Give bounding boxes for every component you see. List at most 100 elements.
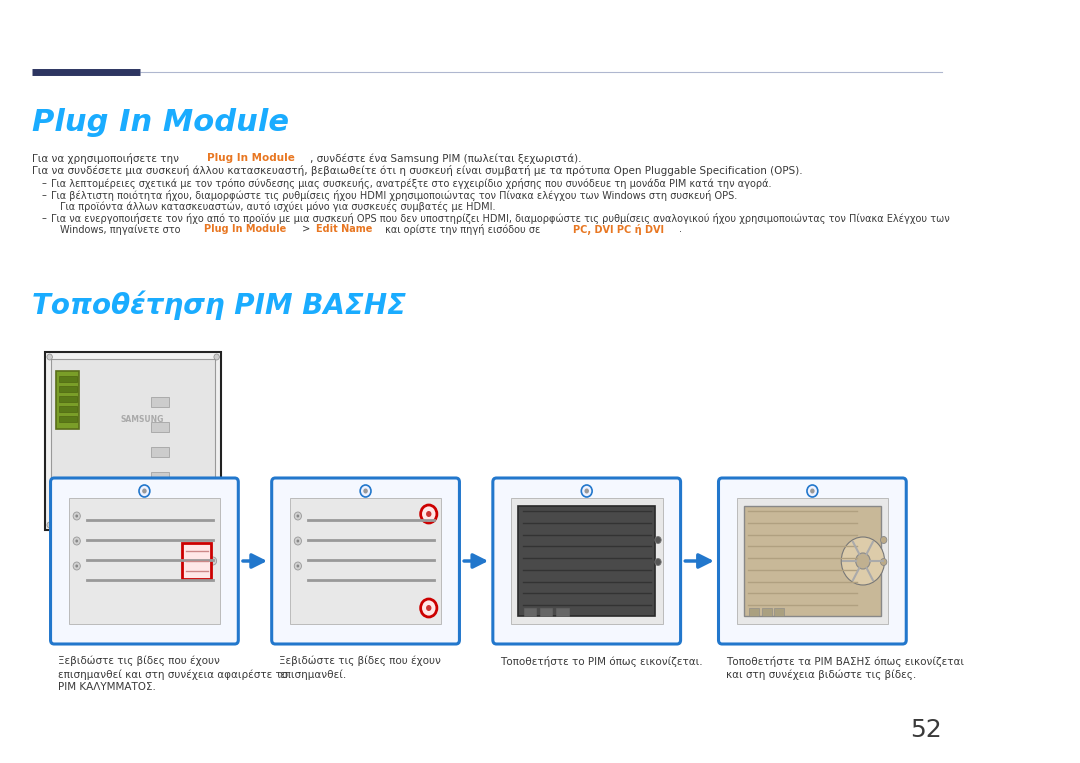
Circle shape (420, 599, 437, 617)
Circle shape (841, 537, 885, 585)
Bar (102, 518, 111, 524)
Text: SAMSUNG: SAMSUNG (120, 415, 164, 424)
Circle shape (581, 485, 592, 497)
Bar (774, 608, 784, 616)
Circle shape (654, 559, 661, 565)
Bar (73, 518, 82, 524)
Circle shape (420, 505, 437, 523)
Text: Edit Name: Edit Name (316, 224, 373, 234)
Text: Τοποθετήστε τα PIM ΒΑΣΗΣ όπως εικονίζεται: Τοποθετήστε τα PIM ΒΑΣΗΣ όπως εικονίζετα… (726, 656, 963, 667)
Bar (540, 608, 552, 616)
Bar (183, 543, 212, 579)
Bar (151, 472, 168, 481)
Text: Για βέλτιστη ποιότητα ήχου, διαμορφώστε τις ρυθμίσεις ήχου HDMI χρησιμοποιώντας : Για βέλτιστη ποιότητα ήχου, διαμορφώστε … (51, 190, 737, 201)
Text: Plug In Module: Plug In Module (203, 224, 286, 234)
Bar (45, 352, 221, 530)
Bar (163, 530, 174, 538)
Text: >: > (299, 224, 313, 234)
FancyBboxPatch shape (272, 478, 459, 644)
Text: Windows, πηγαίνετε στο: Windows, πηγαίνετε στο (59, 224, 184, 234)
Text: και ορίστε την πηγή εισόδου σε: και ορίστε την πηγή εισόδου σε (381, 224, 546, 235)
Circle shape (360, 485, 372, 497)
Circle shape (294, 512, 301, 520)
Circle shape (73, 512, 80, 520)
Circle shape (807, 485, 818, 497)
Bar (737, 498, 888, 624)
Circle shape (880, 536, 887, 543)
Bar (151, 446, 168, 457)
Text: 52: 52 (910, 718, 943, 742)
Circle shape (76, 565, 78, 568)
Circle shape (294, 562, 301, 570)
Circle shape (93, 538, 104, 550)
Text: Για λεπτομέρειες σχετικά με τον τρόπο σύνδεσης μιας συσκευής, ανατρέξτε στο εγχε: Για λεπτομέρειες σχετικά με τον τρόπο σύ… (51, 178, 771, 189)
Text: και στη συνέχεια βιδώστε τις βίδες.: και στη συνέχεια βιδώστε τις βίδες. (726, 669, 916, 680)
Bar (58, 518, 68, 524)
Text: PC, DVI PC ή DVI: PC, DVI PC ή DVI (573, 224, 664, 235)
Bar (518, 506, 656, 616)
Bar (56, 371, 80, 429)
Text: –: – (41, 190, 46, 200)
Bar (83, 488, 164, 518)
Text: Για να συνδέσετε μια συσκευή άλλου κατασκευαστή, βεβαιωθείτε ότι η συσκευή είναι: Για να συνδέσετε μια συσκευή άλλου κατασ… (32, 165, 804, 176)
Circle shape (46, 354, 52, 360)
Circle shape (297, 514, 299, 517)
Bar (58, 376, 77, 382)
Bar (744, 506, 881, 616)
Circle shape (426, 511, 432, 517)
Text: –: – (41, 213, 46, 223)
Circle shape (880, 559, 887, 565)
Circle shape (163, 538, 174, 550)
Bar (117, 518, 125, 524)
Circle shape (214, 354, 219, 360)
Text: .: . (679, 224, 683, 234)
Text: Για προϊόντα άλλων κατασκευαστών, αυτό ισχύει μόνο για συσκευές συμβατές με HDMI: Για προϊόντα άλλων κατασκευαστών, αυτό ι… (59, 201, 495, 211)
Bar (289, 498, 442, 624)
FancyBboxPatch shape (492, 478, 680, 644)
Circle shape (73, 537, 80, 545)
Circle shape (73, 562, 80, 570)
Text: –: – (41, 178, 46, 188)
Circle shape (76, 539, 78, 542)
Circle shape (297, 539, 299, 542)
Bar (750, 608, 759, 616)
Bar (761, 608, 772, 616)
Bar (69, 498, 220, 624)
FancyBboxPatch shape (718, 478, 906, 644)
Circle shape (139, 485, 150, 497)
Bar (58, 386, 77, 392)
Text: Ξεβιδώστε τις βίδες που έχουν: Ξεβιδώστε τις βίδες που έχουν (279, 656, 441, 667)
Circle shape (297, 565, 299, 568)
Text: επισημανθεί.: επισημανθεί. (279, 669, 347, 680)
Circle shape (294, 537, 301, 545)
Bar (151, 397, 168, 407)
Circle shape (426, 605, 432, 611)
Text: Για να χρησιμοποιήσετε την: Για να χρησιμοποιήσετε την (32, 153, 183, 164)
Bar (151, 422, 168, 432)
Bar (556, 608, 569, 616)
Text: Ξεβιδώστε τις βίδες που έχουν: Ξεβιδώστε τις βίδες που έχουν (57, 656, 219, 667)
Text: επισημανθεί και στη συνέχεια αφαιρέστε το: επισημανθεί και στη συνέχεια αφαιρέστε τ… (57, 669, 288, 680)
Circle shape (76, 514, 78, 517)
Text: Plug In Module: Plug In Module (32, 108, 289, 137)
Circle shape (363, 488, 368, 494)
Circle shape (584, 488, 589, 494)
Text: Plug In Module: Plug In Module (207, 153, 295, 163)
Text: PIM ΚΑΛΥΜΜΑΤΟΣ.: PIM ΚΑΛΥΜΜΑΤΟΣ. (57, 682, 156, 692)
Bar (52, 359, 215, 523)
Text: Για να ενεργοποιήσετε τον ήχο από το προϊόν με μια συσκευή OPS που δεν υποστηρίζ: Για να ενεργοποιήσετε τον ήχο από το προ… (51, 213, 949, 224)
Text: Τοποθετήστε το PIM όπως εικονίζεται.: Τοποθετήστε το PIM όπως εικονίζεται. (500, 656, 703, 667)
Bar (93, 530, 104, 538)
Text: , συνδέστε ένα Samsung PIM (πωλείται ξεχωριστά).: , συνδέστε ένα Samsung PIM (πωλείται ξεχ… (310, 153, 581, 163)
Circle shape (810, 488, 814, 494)
Circle shape (143, 488, 147, 494)
Text: Τοποθέτηση PIM ΒΑΣΗΣ: Τοποθέτηση PIM ΒΑΣΗΣ (32, 290, 406, 320)
Bar (58, 416, 77, 422)
Bar (524, 608, 536, 616)
Bar (58, 396, 77, 402)
Circle shape (210, 557, 217, 565)
Circle shape (214, 522, 219, 528)
Bar (58, 406, 77, 412)
Bar (127, 530, 138, 538)
Bar (87, 518, 96, 524)
